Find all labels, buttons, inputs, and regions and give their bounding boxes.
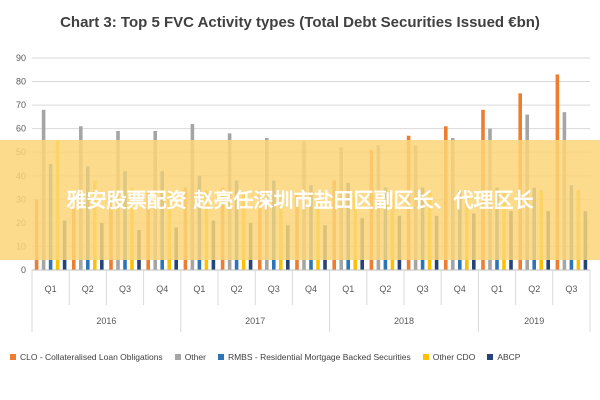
x-tick-label: Q2 bbox=[379, 284, 391, 294]
x-axis: Q1 Q2 Q3 Q4 Q1 Q2 Q3 Q4 Q1 Q2 Q3 Q4 Q1 Q2 Q3 2016 2017 20… bbox=[31, 269, 591, 332]
x-tick-label: Q3 bbox=[268, 284, 280, 294]
year-label: 2017 bbox=[245, 316, 265, 326]
x-tick-label: Q4 bbox=[305, 284, 317, 294]
y-tick-label: 0 bbox=[21, 265, 26, 275]
legend-label: Other CDO bbox=[432, 352, 476, 362]
legend-swatch bbox=[10, 354, 16, 360]
legend-swatch bbox=[174, 354, 181, 360]
legend-swatch bbox=[217, 354, 224, 360]
x-tick-label: Q3 bbox=[565, 284, 577, 294]
x-tick-label: Q3 bbox=[119, 284, 131, 294]
x-tick-label: Q4 bbox=[156, 284, 168, 294]
legend-item: Other CDO bbox=[422, 352, 476, 362]
y-tick-label: 60 bbox=[16, 124, 26, 134]
x-tick-label: Q3 bbox=[417, 284, 429, 294]
y-tick-label: 70 bbox=[16, 100, 26, 110]
x-tick-label: Q2 bbox=[231, 284, 243, 294]
y-tick-label: 80 bbox=[16, 77, 26, 87]
year-label: 2016 bbox=[96, 316, 116, 326]
x-tick-label: Q2 bbox=[82, 284, 94, 294]
year-label: 2018 bbox=[394, 316, 414, 326]
legend-label: RMBS - Residential Mortgage Backed Secur… bbox=[227, 352, 411, 362]
x-tick-label: Q4 bbox=[454, 284, 466, 294]
x-tick-label: Q1 bbox=[45, 284, 57, 294]
legend-swatch bbox=[487, 354, 494, 360]
legend-item: RMBS - Residential Mortgage Backed Secur… bbox=[217, 352, 411, 362]
legend-label: Other bbox=[184, 352, 206, 362]
legend-item: ABCP bbox=[487, 352, 520, 362]
chart-title: Chart 3: Top 5 FVC Activity types (Total… bbox=[60, 14, 540, 31]
x-tick-label: Q1 bbox=[491, 284, 503, 294]
overlay-text: 雅安股票配资 赵亮任深圳市盐田区副区长、代理区长 bbox=[66, 188, 534, 212]
overlay-banner: 雅安股票配资 赵亮任深圳市盐田区副区长、代理区长 bbox=[0, 140, 600, 260]
legend-item: Other bbox=[174, 352, 206, 362]
x-tick-label: Q1 bbox=[342, 284, 354, 294]
legend-swatch bbox=[422, 354, 429, 360]
x-tick-label: Q1 bbox=[193, 284, 205, 294]
year-label: 2019 bbox=[524, 316, 544, 326]
legend-label: ABCP bbox=[497, 352, 521, 362]
x-tick-label: Q2 bbox=[528, 284, 540, 294]
legend: CLO - Collateralised Loan Obligations Oth… bbox=[10, 352, 595, 362]
legend-label: CLO - Collateralised Loan Obligations bbox=[20, 352, 163, 362]
legend-item: CLO - Collateralised Loan Obligations bbox=[10, 352, 163, 362]
y-tick-label: 90 bbox=[16, 53, 26, 63]
